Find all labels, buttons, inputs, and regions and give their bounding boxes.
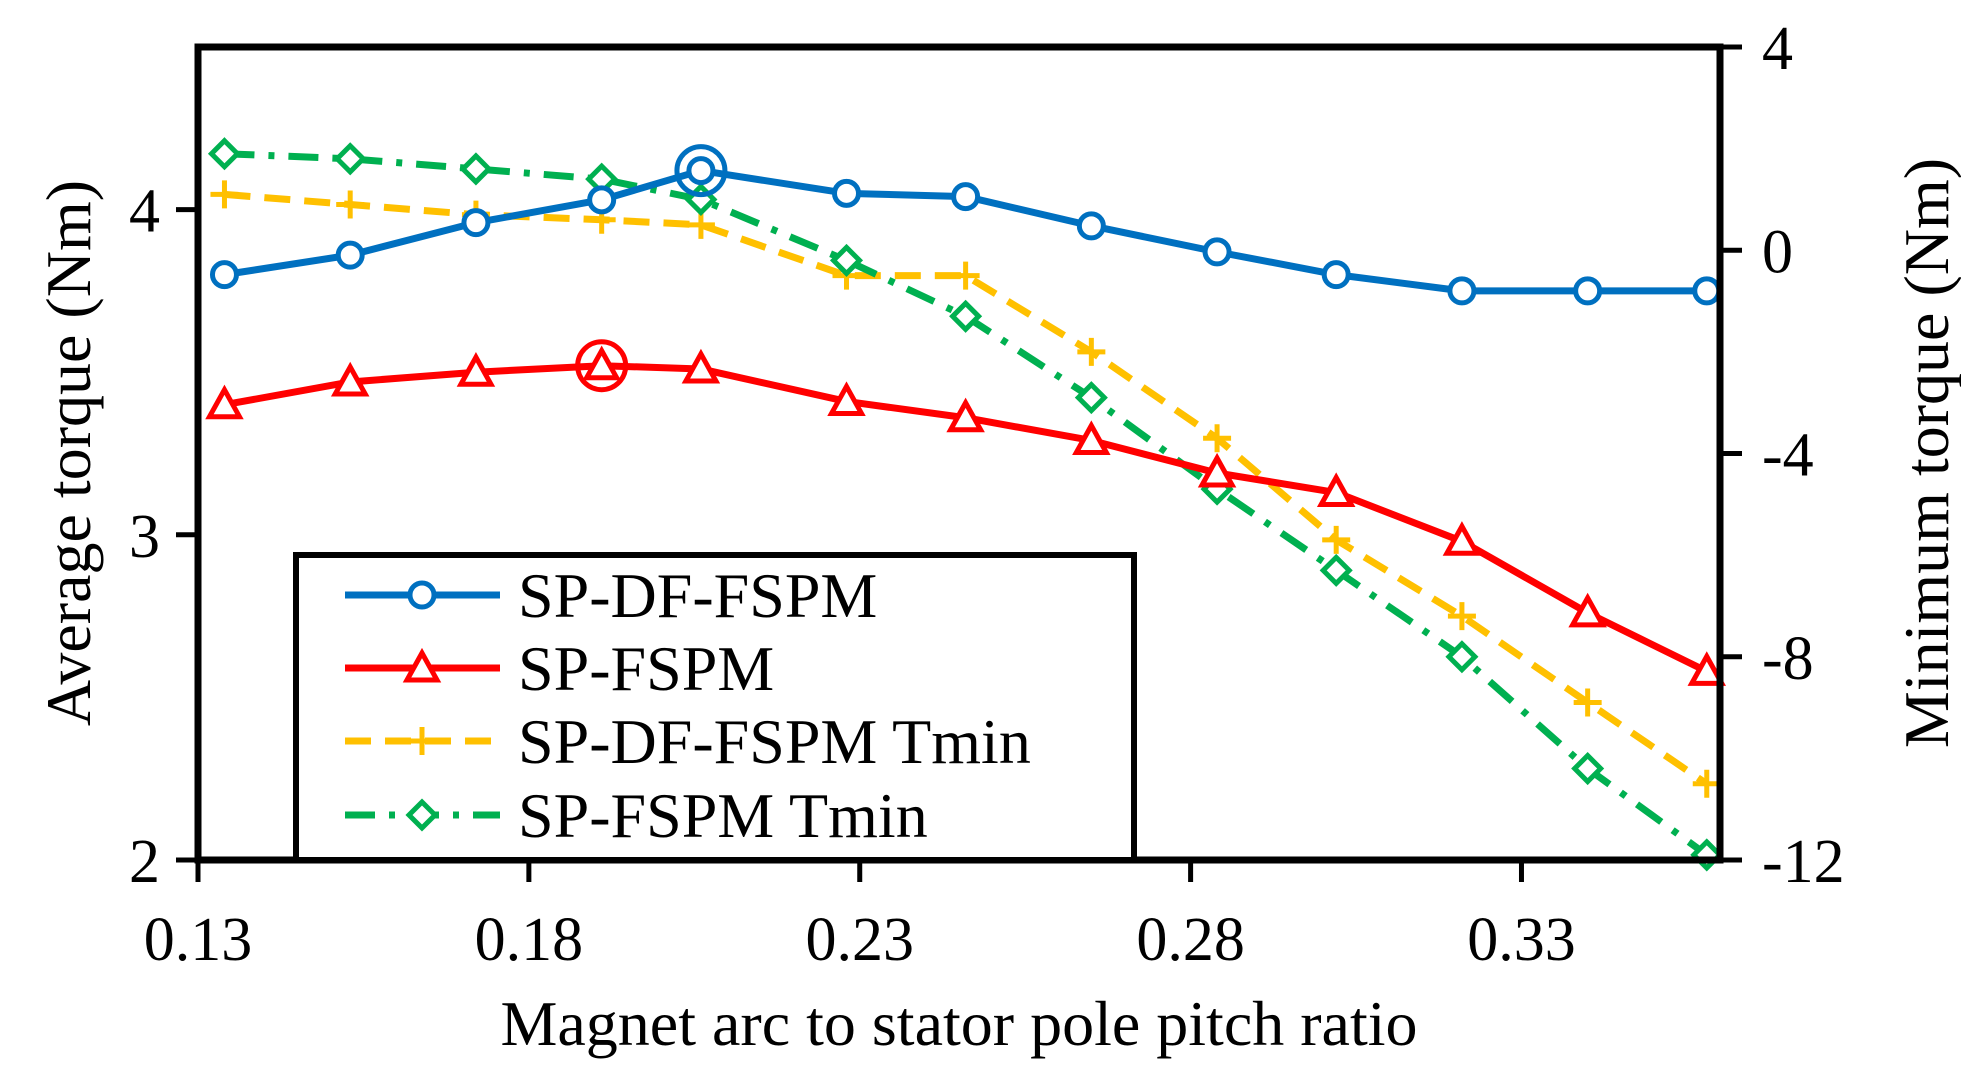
data-point	[461, 208, 491, 238]
data-point	[456, 352, 496, 387]
data-point	[209, 260, 239, 290]
data-point	[951, 182, 981, 212]
data-point	[207, 137, 242, 171]
highlight-ring	[575, 339, 629, 393]
data-point	[1573, 688, 1602, 717]
data-point	[827, 381, 866, 416]
series-layer	[205, 137, 1727, 872]
data-point	[1571, 752, 1605, 786]
data-point	[1568, 592, 1607, 628]
highlight-ring	[674, 144, 728, 198]
data-point	[1447, 276, 1477, 306]
data-point	[1322, 525, 1351, 554]
data-point	[686, 156, 716, 186]
series-sp-fspm	[205, 339, 1727, 686]
x-tick-label: 0.28	[1136, 906, 1245, 974]
data-point	[946, 397, 985, 433]
data-point	[1074, 381, 1108, 415]
x-tick-label: 0.13	[144, 906, 253, 974]
legend-marker	[408, 727, 436, 755]
data-point	[1442, 521, 1482, 556]
data-point	[1072, 420, 1111, 455]
data-point	[1076, 211, 1106, 241]
series-sp-df-fspm	[209, 144, 1722, 306]
legend-box	[293, 552, 1137, 863]
data-point	[1197, 452, 1237, 488]
legend-label: SP-DF-FSPM Tmin	[518, 706, 1031, 777]
data-point	[335, 240, 365, 270]
data-point	[1203, 424, 1232, 453]
y2-tick-label: -8	[1762, 625, 1814, 693]
data-point	[1077, 337, 1106, 366]
data-point	[1692, 276, 1722, 306]
data-point	[832, 178, 862, 208]
x-tick-label: 0.33	[1467, 906, 1576, 974]
data-point	[459, 152, 493, 186]
legend-marker	[402, 647, 442, 683]
data-point	[951, 261, 980, 290]
data-point	[582, 345, 621, 381]
data-point	[1321, 260, 1351, 290]
data-point	[949, 299, 983, 333]
data-point	[587, 185, 617, 215]
data-point	[330, 361, 370, 397]
data-point	[829, 243, 864, 277]
data-point	[681, 348, 721, 384]
data-point	[1445, 640, 1479, 674]
legend-label: SP-FSPM	[518, 633, 774, 704]
y2-tick-label: -12	[1762, 828, 1845, 896]
y-axis-title: Average torque (Nm)	[33, 180, 104, 726]
x-tick-label: 0.18	[475, 906, 584, 974]
y-tick-label: 3	[129, 503, 160, 571]
data-point	[336, 190, 365, 219]
y2-tick-label: 4	[1762, 15, 1793, 83]
y-tick-label: 2	[129, 828, 160, 896]
data-point	[1447, 602, 1476, 631]
axes: 0.13 0.18 0.23 0.28 0.33 2 3 4 4 0 -4 -8 -12	[129, 15, 1845, 974]
data-point	[205, 384, 244, 420]
y-tick-label: 4	[129, 178, 160, 246]
data-point	[333, 142, 367, 176]
data-point	[1316, 472, 1356, 508]
y2-tick-label: -4	[1762, 422, 1814, 490]
data-point	[1202, 237, 1232, 267]
legend-label: SP-FSPM Tmin	[518, 780, 928, 851]
x-axis-title: Magnet arc to stator pole pitch ratio	[500, 988, 1417, 1059]
data-point	[1319, 553, 1353, 587]
data-point	[1573, 276, 1603, 306]
x-tick-label: 0.23	[805, 906, 914, 974]
data-point	[1692, 769, 1721, 798]
legend-marker	[405, 798, 439, 832]
legend-marker	[407, 580, 437, 610]
y2-tick-label: 0	[1762, 218, 1793, 286]
legend-label: SP-DF-FSPM	[518, 560, 877, 631]
data-point	[1687, 651, 1727, 686]
data-point	[210, 180, 239, 209]
y2-axis-title: Minimum torque (Nm)	[1891, 158, 1961, 748]
